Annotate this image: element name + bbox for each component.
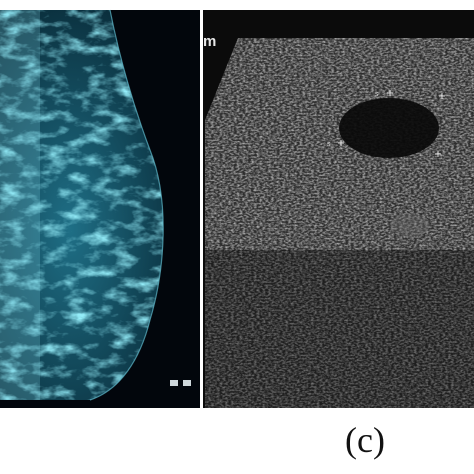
caliper-label: s	[327, 141, 331, 148]
mammogram-panel	[0, 9, 200, 408]
caliper-label: s	[375, 91, 379, 98]
ultrasound-text: m	[203, 33, 216, 50]
ultrasound-panel: m s s	[203, 10, 474, 408]
panel-label: (c)	[345, 420, 385, 460]
caliper-marks	[338, 90, 445, 157]
